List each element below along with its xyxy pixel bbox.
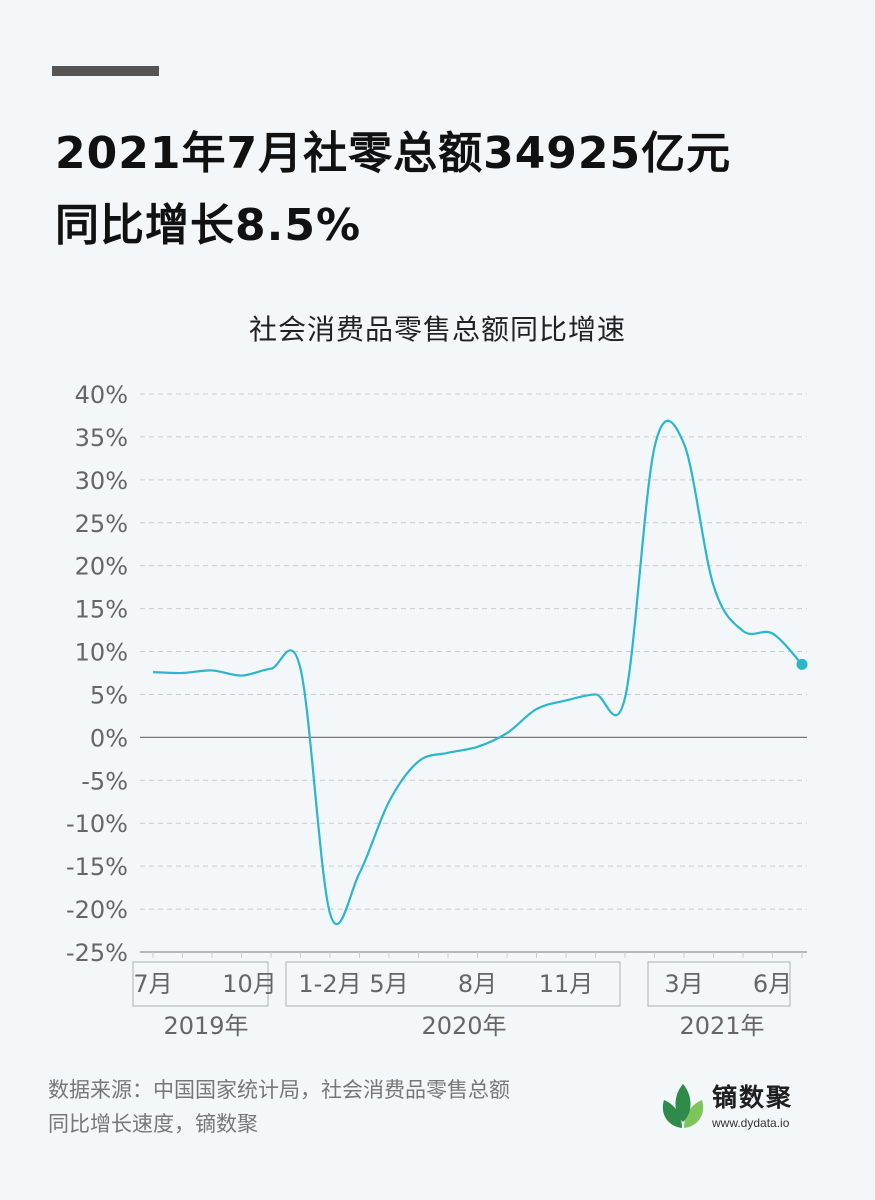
- x-tick-label: 5月: [369, 970, 408, 998]
- year-label: 2019年: [163, 1012, 248, 1040]
- source-line-2: 同比增长速度，镝数聚: [48, 1112, 258, 1136]
- brand-logo: 镝数聚 www.dydata.io: [660, 1078, 820, 1138]
- year-label: 2021年: [679, 1012, 764, 1040]
- y-tick-label: 15%: [75, 596, 128, 624]
- logo-name: 镝数聚: [712, 1083, 794, 1112]
- headline-line-2: 同比增长8.5%: [55, 200, 362, 251]
- source-line-1: 数据来源：中国国家统计局，社会消费品零售总额: [48, 1078, 510, 1102]
- grid-lines: [140, 393, 807, 953]
- data-source-note: 数据来源：中国国家统计局，社会消费品零售总额 同比增长速度，镝数聚: [48, 1073, 510, 1141]
- y-tick-label: -10%: [66, 810, 128, 838]
- y-tick-label: 25%: [75, 510, 128, 538]
- x-tick-label: 8月: [458, 970, 497, 998]
- y-tick-label: 0%: [90, 724, 128, 752]
- x-tick-label: 10月: [222, 970, 277, 998]
- leaf-logo-icon: [662, 1084, 704, 1128]
- decorative-bar: [52, 66, 159, 76]
- y-tick-label: 10%: [75, 639, 128, 667]
- headline: 2021年7月社零总额34925亿元 同比增长8.5%: [55, 118, 731, 262]
- x-tick-label: 3月: [664, 970, 703, 998]
- x-group-box: [132, 961, 269, 1007]
- y-tick-label: 5%: [90, 681, 128, 709]
- x-axis: 7月 10月 1-2月 5月 8月 11月 3月 6月 2019年 2020年 2021年: [132, 951, 807, 1040]
- x-tick-label: 1-2月: [298, 970, 361, 998]
- headline-line-1: 2021年7月社零总额34925亿元: [55, 128, 732, 179]
- x-tick-label: 6月: [753, 970, 792, 998]
- y-tick-label: -25%: [66, 939, 128, 967]
- end-point-marker: [796, 658, 808, 670]
- year-label: 2020年: [421, 1012, 506, 1040]
- x-tick-label: 11月: [539, 970, 594, 998]
- y-tick-label: 35%: [75, 424, 128, 452]
- chart-title: 社会消费品零售总额同比增速: [248, 313, 626, 346]
- x-group-box: [285, 961, 621, 1007]
- y-tick-label: 20%: [75, 553, 128, 581]
- y-tick-label: 30%: [75, 467, 128, 495]
- series-line: [152, 419, 803, 925]
- line-chart: 40% 35% 30% 25% 20% 15% 10% 5% 0% -5% -10% -15% -20%…: [66, 381, 808, 1040]
- series-layer: [152, 419, 808, 925]
- y-tick-label: -5%: [81, 767, 128, 795]
- x-tick-label: 7月: [133, 970, 172, 998]
- logo-url: www.dydata.io: [712, 1116, 790, 1130]
- y-tick-label: -15%: [66, 853, 128, 881]
- y-tick-label: 40%: [75, 381, 128, 409]
- y-axis-ticks: 40% 35% 30% 25% 20% 15% 10% 5% 0% -5% -10% -15% -20%…: [66, 381, 128, 967]
- x-group-box: [647, 961, 791, 1007]
- y-tick-label: -20%: [66, 896, 128, 924]
